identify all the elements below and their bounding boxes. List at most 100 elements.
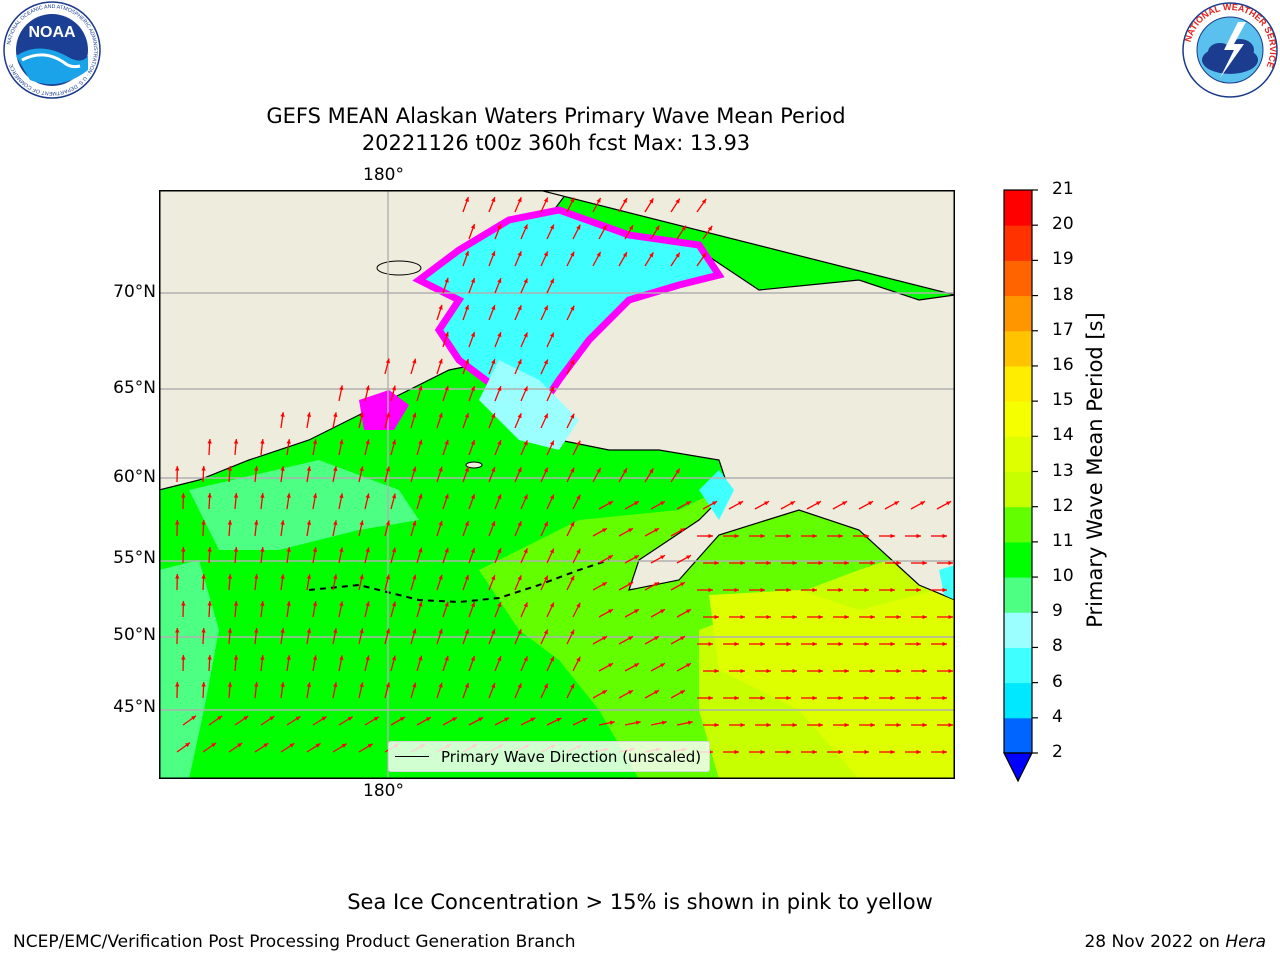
direction-arrow-head <box>543 305 548 311</box>
direction-arrow-head <box>385 520 391 526</box>
direction-arrow-head <box>333 574 338 580</box>
direction-arrow-head <box>438 574 443 580</box>
direction-arrow-head <box>812 695 817 701</box>
direction-arrow-head <box>438 358 443 364</box>
direction-arrow-head <box>608 555 614 560</box>
direction-arrow-head <box>412 412 417 418</box>
direction-arrow-head <box>576 656 581 662</box>
colorbar-tick-label: 20 <box>1052 214 1074 235</box>
direction-arrow-head <box>576 224 581 230</box>
direction-arrow-head <box>570 683 575 689</box>
direction-arrow-head <box>812 641 817 647</box>
direction-arrow-head <box>391 547 397 553</box>
direction-arrow-head <box>233 493 239 498</box>
direction-arrow-head <box>686 555 692 560</box>
direction-arrow-head <box>687 720 693 725</box>
wave-period-map <box>159 190 955 779</box>
direction-arrow-head <box>365 547 370 553</box>
direction-arrow-head <box>227 466 233 471</box>
direction-arrow-head <box>760 641 765 647</box>
direction-arrow-head <box>766 560 771 566</box>
direction-arrow-head <box>306 682 312 688</box>
direction-arrow-head <box>576 602 581 608</box>
direction-arrow-head <box>654 690 660 695</box>
direction-arrow-head <box>622 468 627 474</box>
sea-ice-coast <box>939 565 954 600</box>
direction-arrow-head <box>227 682 233 687</box>
direction-arrow-head <box>438 412 443 418</box>
direction-arrow-head <box>517 359 522 365</box>
direction-arrow-head <box>207 601 212 606</box>
direction-arrow-head <box>385 682 391 688</box>
colorbar-segment <box>1004 225 1032 261</box>
direction-arrow-head <box>207 655 212 660</box>
direction-arrow-head <box>549 440 554 446</box>
direction-arrow-head <box>543 629 548 635</box>
direction-arrow-head <box>470 493 475 499</box>
direction-arrow-head <box>497 602 502 608</box>
direction-arrow-head <box>634 663 640 668</box>
direction-arrow-head <box>339 385 344 391</box>
direction-arrow-head <box>181 493 186 498</box>
direction-arrow-head <box>233 655 239 660</box>
direction-arrow-head <box>543 413 548 419</box>
aleutian-chain <box>308 559 610 604</box>
graticule <box>160 191 954 778</box>
direction-arrow-head <box>602 224 607 230</box>
direction-arrow-head <box>712 501 718 506</box>
sea-ice-footnote: Sea Ice Concentration > 15% is shown in … <box>347 890 933 914</box>
direction-arrow-head <box>686 609 692 614</box>
wave-field-10s-west <box>160 560 219 778</box>
direction-arrow-head <box>602 582 608 587</box>
direction-arrow-head <box>497 278 502 284</box>
direction-arrow-head <box>227 520 233 525</box>
direction-arrow-head <box>890 695 895 701</box>
colorbar-tick-label: 12 <box>1052 495 1074 516</box>
direction-arrow-head <box>425 717 431 722</box>
direction-arrow-head <box>359 412 364 418</box>
direction-arrow-head <box>628 690 634 695</box>
legend-line-sample <box>395 756 429 757</box>
direction-arrow-head <box>844 560 849 566</box>
direction-arrow-head <box>649 468 654 474</box>
colorbar-segment <box>1004 612 1032 648</box>
direction-arrow-head <box>418 547 423 553</box>
direction-arrow-head <box>365 655 370 661</box>
direction-arrow-head <box>792 722 797 728</box>
direction-arrow-head <box>306 628 312 634</box>
direction-arrow-head <box>896 722 901 728</box>
direction-arrow-head <box>365 601 370 607</box>
direction-arrow-head <box>760 587 765 593</box>
direction-arrow-head <box>385 412 391 418</box>
direction-arrow-head <box>740 560 745 566</box>
wave-field-13s-east <box>709 585 954 778</box>
direction-arrow-head <box>412 682 417 688</box>
direction-arrow-head <box>233 601 239 606</box>
direction-arrow-head <box>333 520 338 526</box>
direction-arrow-head <box>608 663 614 668</box>
direction-arrow-head <box>655 225 660 231</box>
direction-arrow-head <box>792 668 797 674</box>
colorbar-tick-label: 14 <box>1052 425 1074 446</box>
direction-arrow-head <box>549 278 554 284</box>
direction-arrow-head <box>549 548 554 554</box>
direction-arrow-head <box>894 501 900 506</box>
direction-arrow-head <box>818 560 823 566</box>
direction-arrow-head <box>444 601 449 607</box>
direction-arrow-head <box>175 466 180 471</box>
direction-arrow-head <box>385 466 391 472</box>
direction-arrow-head <box>289 743 295 748</box>
direction-arrow-head <box>333 682 338 688</box>
direction-arrow-head <box>523 386 528 392</box>
direction-arrow-head <box>549 386 554 392</box>
direction-arrow-head <box>504 717 510 722</box>
legend-label: Primary Wave Direction (unscaled) <box>441 747 702 766</box>
colorbar-tick-label: 8 <box>1052 636 1063 657</box>
direction-arrow-head <box>399 717 405 722</box>
direction-arrow-head <box>701 198 707 204</box>
direction-arrow-head <box>628 225 634 231</box>
direction-arrow-head <box>470 385 475 391</box>
direction-arrow-head <box>660 501 666 506</box>
direction-arrow-head <box>339 493 344 499</box>
direction-arrow-head <box>530 717 536 722</box>
